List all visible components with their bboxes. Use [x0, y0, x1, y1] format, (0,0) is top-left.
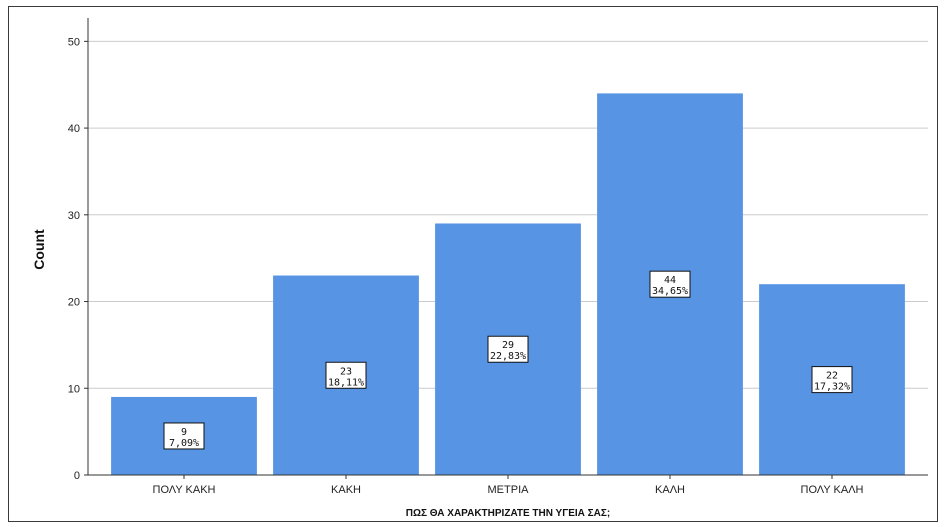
data-label-count: 9 — [181, 427, 187, 438]
data-label-count: 29 — [502, 340, 514, 351]
data-label-percent: 22,83% — [490, 351, 526, 362]
y-tick-labels: 0 10 20 30 40 50 — [68, 36, 88, 482]
bars — [111, 93, 905, 475]
data-label-count: 22 — [826, 371, 838, 382]
data-label-percent: 34,65% — [652, 286, 688, 297]
x-tick-labels: ΠΟΛΥ ΚΑΚΗ ΚΑΚΗ ΜΕΤΡΙΑ ΚΑΛΗ ΠΟΛΥ ΚΑΛΗ — [153, 475, 864, 496]
y-axis-label: Count — [31, 229, 47, 270]
y-tick-label: 50 — [68, 36, 80, 48]
y-tick-label: 40 — [68, 123, 80, 135]
y-tick-label: 10 — [68, 383, 80, 395]
y-tick-label: 0 — [74, 470, 80, 482]
x-tick-label: ΚΑΚΗ — [331, 484, 361, 496]
y-tick-label: 20 — [68, 297, 80, 309]
x-tick-label: ΜΕΤΡΙΑ — [488, 484, 530, 496]
data-label-count: 23 — [340, 366, 352, 377]
data-label-percent: 18,11% — [328, 377, 364, 388]
data-label-count: 44 — [664, 275, 676, 286]
x-tick-label: ΠΟΛΥ ΚΑΛΗ — [801, 484, 864, 496]
data-label-percent: 7,09% — [169, 438, 199, 449]
x-axis-label: ΠΩΣ ΘΑ ΧΑΡΑΚΤΗΡΙΖΑΤΕ ΤΗΝ ΥΓΕΙΑ ΣΑΣ; — [406, 508, 610, 519]
y-tick-label: 30 — [68, 210, 80, 222]
data-label-percent: 17,32% — [814, 382, 850, 393]
x-tick-label: ΚΑΛΗ — [655, 484, 685, 496]
x-tick-label: ΠΟΛΥ ΚΑΚΗ — [153, 484, 216, 496]
